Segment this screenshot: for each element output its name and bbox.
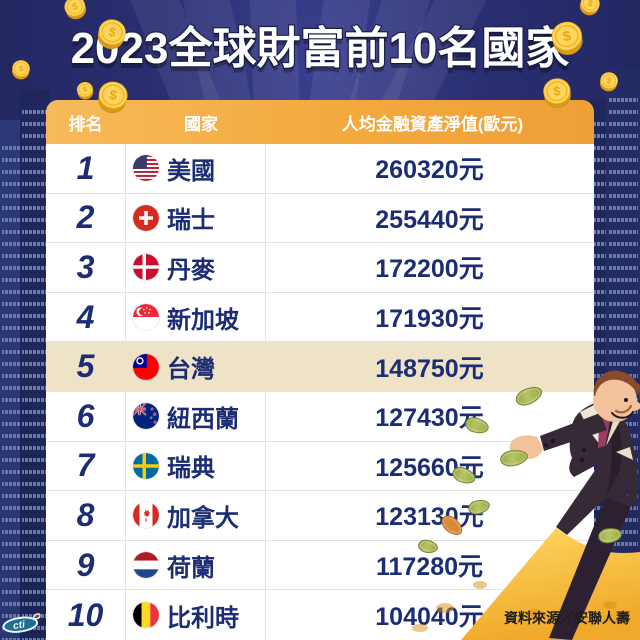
- svg-text:cti: cti: [12, 619, 25, 632]
